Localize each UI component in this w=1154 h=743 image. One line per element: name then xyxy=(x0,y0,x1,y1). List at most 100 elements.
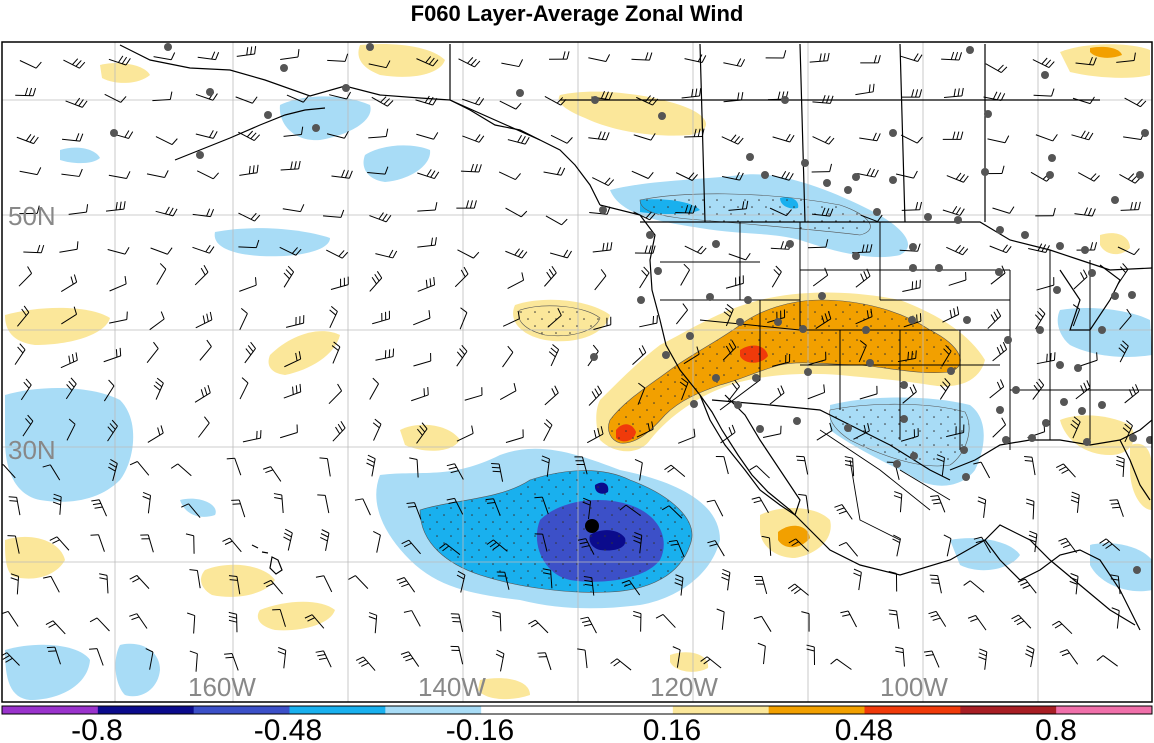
barb-flag xyxy=(872,132,877,141)
barb-flag xyxy=(1135,384,1140,392)
barb-flag xyxy=(225,656,234,659)
barb-flag xyxy=(873,55,877,64)
wind-barb xyxy=(992,417,1007,438)
barb-flag xyxy=(919,201,923,210)
lon-label-160w: 160W xyxy=(188,672,256,702)
wind-barb xyxy=(196,170,219,180)
barb-flag xyxy=(247,345,254,352)
barb-staff xyxy=(900,55,918,62)
barb-flag xyxy=(633,539,642,544)
barb-staff xyxy=(369,383,379,400)
barb-staff xyxy=(104,93,121,103)
barb-flag xyxy=(252,96,258,104)
wind-barb xyxy=(103,379,115,402)
barb-flag xyxy=(99,577,108,580)
barb-flag xyxy=(853,568,862,573)
wind-barb xyxy=(60,352,78,369)
barb-flag xyxy=(978,496,986,501)
barb-flag xyxy=(1037,243,1043,251)
barb-staff xyxy=(287,532,293,551)
stippled-region xyxy=(829,403,970,467)
barb-staff xyxy=(238,499,246,518)
wind-barb xyxy=(811,163,833,173)
barb-flag xyxy=(400,651,409,655)
barb-flag xyxy=(961,87,964,96)
barb-flag xyxy=(892,538,900,543)
barb-staff xyxy=(285,322,304,328)
wind-barb xyxy=(723,92,744,103)
station-marker xyxy=(1036,326,1044,334)
barb-staff xyxy=(1117,269,1129,285)
barb-staff xyxy=(229,537,242,553)
wind-barb xyxy=(195,130,218,139)
station-marker xyxy=(947,367,955,375)
wind-barb xyxy=(450,645,464,665)
barb-flag xyxy=(24,87,29,96)
barb-flag xyxy=(35,61,42,69)
barb-staff xyxy=(375,253,393,259)
barb-flag xyxy=(745,252,751,261)
barb-staff xyxy=(369,277,383,292)
barb-flag xyxy=(623,583,632,587)
barb-flag xyxy=(68,355,71,364)
anomaly-region xyxy=(60,147,100,164)
barb-flag xyxy=(338,250,345,257)
barb-staff xyxy=(588,57,607,63)
barb-staff xyxy=(188,503,201,518)
barb-flag xyxy=(300,126,304,135)
wind-barb xyxy=(498,171,521,181)
barb-flag xyxy=(1128,389,1133,397)
barb-flag xyxy=(72,58,79,65)
barb-staff xyxy=(147,495,152,514)
barb-staff xyxy=(231,653,239,671)
barb-staff xyxy=(969,580,985,593)
barb-staff xyxy=(676,649,681,668)
wind-barb xyxy=(320,529,330,551)
wind-barb xyxy=(108,55,131,66)
barb-staff xyxy=(462,135,480,143)
barb-staff xyxy=(1065,537,1077,554)
barb-staff xyxy=(859,137,878,142)
barb-flag xyxy=(75,133,80,141)
barb-staff xyxy=(727,572,731,591)
barb-staff xyxy=(19,60,37,69)
barb-staff xyxy=(987,138,1006,144)
wind-barb xyxy=(853,568,862,591)
wind-barb xyxy=(7,535,20,554)
barb-flag xyxy=(870,168,875,177)
barb-flag xyxy=(548,268,555,277)
barb-flag xyxy=(979,648,988,653)
barb-flag xyxy=(919,89,923,98)
barb-flag xyxy=(877,55,881,64)
barb-flag xyxy=(1033,384,1040,392)
barb-flag xyxy=(118,55,124,63)
wind-barb xyxy=(942,306,960,323)
wind-barb xyxy=(150,247,173,255)
wind-barb xyxy=(1110,574,1121,595)
barb-flag xyxy=(374,274,380,282)
barb-flag xyxy=(277,650,286,655)
wind-barb xyxy=(262,466,282,482)
wind-barb xyxy=(446,463,464,480)
barb-flag xyxy=(916,136,923,144)
wind-barb xyxy=(375,249,398,259)
barb-flag xyxy=(696,346,700,355)
barb-flag xyxy=(973,536,982,540)
alaska-coastline xyxy=(119,44,601,206)
station-marker xyxy=(1111,196,1119,204)
wind-barb xyxy=(1099,538,1121,552)
barb-staff xyxy=(156,268,167,285)
barb-flag xyxy=(335,426,341,435)
barb-flag xyxy=(291,247,298,254)
wind-barb xyxy=(1017,578,1037,594)
wind-barb xyxy=(187,612,196,634)
barb-flag xyxy=(1036,310,1044,318)
wind-barb xyxy=(902,279,921,292)
barb-flag xyxy=(953,88,956,97)
station-marker xyxy=(734,401,742,409)
barb-flag xyxy=(957,88,960,97)
barb-flag xyxy=(940,384,947,392)
barb-flag xyxy=(670,543,679,546)
barb-flag xyxy=(507,345,514,353)
barb-staff xyxy=(1116,610,1120,629)
